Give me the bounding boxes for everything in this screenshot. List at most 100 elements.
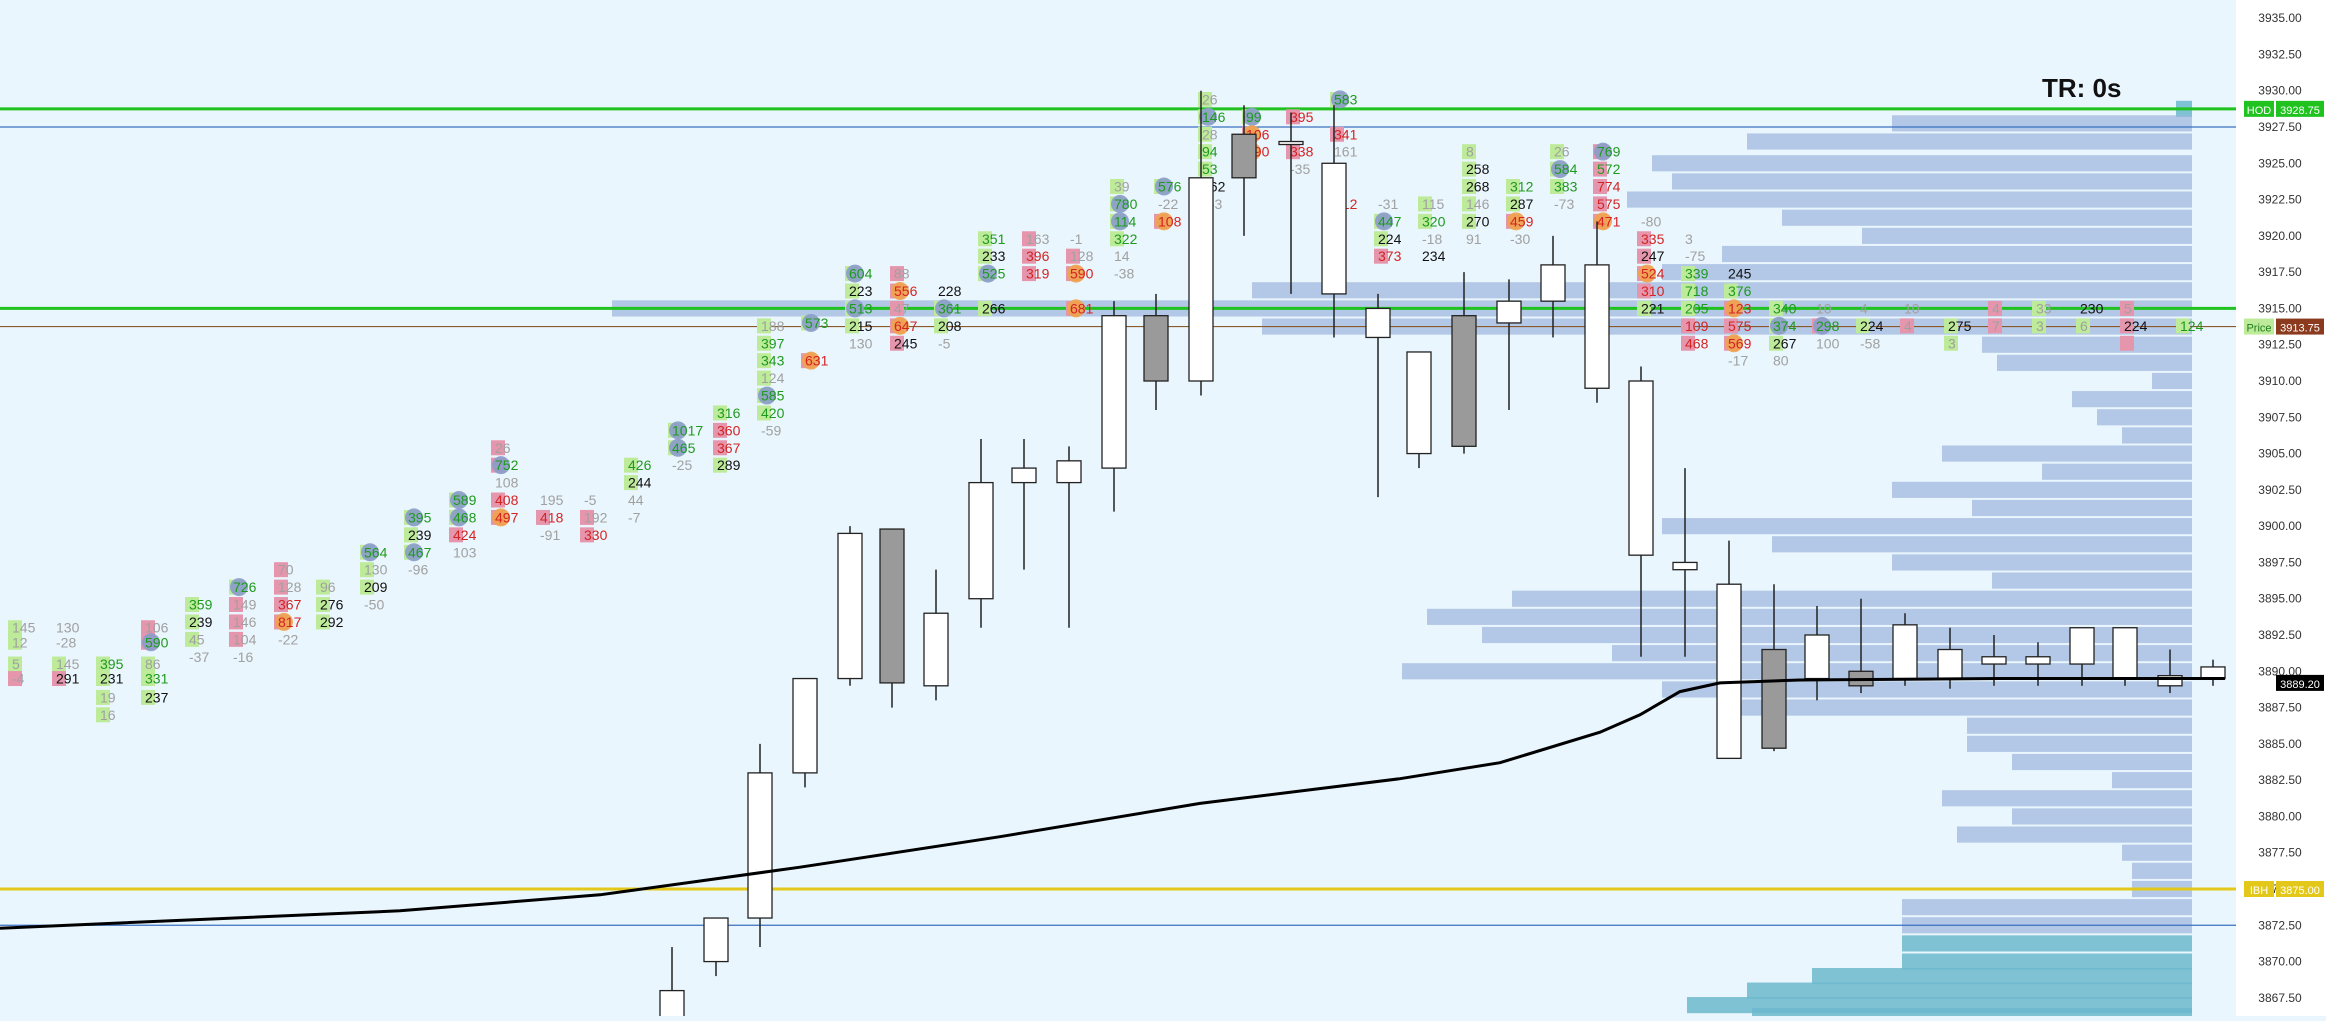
footprint-cell-bar: [229, 597, 243, 613]
candle-body[interactable]: [1056, 460, 1082, 484]
candle[interactable]: [879, 528, 905, 708]
candle-body[interactable]: [1451, 315, 1477, 447]
candle-body[interactable]: [1011, 467, 1037, 484]
price-tick-label: 3907.50: [2258, 410, 2302, 424]
candle-body[interactable]: [659, 989, 685, 1021]
candle[interactable]: [1496, 279, 1522, 411]
candle[interactable]: [1101, 301, 1127, 512]
candle[interactable]: [1628, 366, 1654, 657]
footprint-cell-bar: [2032, 318, 2046, 334]
price-axis[interactable]: 3935.00 3932.50 3930.00 3927.50 3925.00 3922.…: [2236, 0, 2326, 1016]
footprint-cell-value: 359: [189, 597, 213, 613]
candle-body[interactable]: [1937, 648, 1963, 680]
footprint-cell-value: 426: [628, 457, 652, 473]
candle[interactable]: [837, 526, 863, 686]
candle[interactable]: [1892, 613, 1918, 686]
footprint-cell-value: 4: [1860, 300, 1868, 316]
candle[interactable]: [968, 439, 994, 628]
candle[interactable]: [747, 743, 773, 948]
candle-body[interactable]: [1188, 177, 1214, 382]
candle[interactable]: [1761, 584, 1787, 752]
candle-body[interactable]: [2157, 674, 2183, 687]
footprint-cell-bar: [1724, 283, 1738, 299]
candle-body[interactable]: [1628, 380, 1654, 556]
candle[interactable]: [703, 917, 729, 977]
footprint-cell-bar: [1856, 318, 1870, 334]
candle-body[interactable]: [923, 612, 949, 687]
candle-body[interactable]: [1804, 634, 1830, 680]
candle-body[interactable]: [1278, 140, 1304, 146]
footprint-cell-bar: [1637, 248, 1651, 264]
candle[interactable]: [923, 569, 949, 701]
footprint-cell-value: 292: [320, 614, 344, 630]
candle[interactable]: [1406, 351, 1432, 469]
footprint-cell-value: 228: [938, 283, 962, 299]
candle-body[interactable]: [879, 528, 905, 684]
candle[interactable]: [1011, 439, 1037, 570]
candle-body[interactable]: [1981, 656, 2007, 665]
candle-body[interactable]: [1540, 264, 1566, 302]
footprint-cell-value: 3: [2036, 318, 2044, 334]
candle[interactable]: [1143, 293, 1169, 411]
footprint-cell-bar: [1681, 300, 1695, 316]
hod-tag: HOD 3928.75: [2244, 100, 2324, 117]
candle-body[interactable]: [1406, 351, 1432, 455]
imbalance-bubble: [450, 491, 468, 510]
candle[interactable]: [1716, 540, 1742, 760]
candle[interactable]: [1278, 112, 1304, 294]
candle-body[interactable]: [1761, 648, 1787, 749]
candle[interactable]: [792, 677, 818, 788]
price-tick-label: 3912.50: [2258, 338, 2302, 352]
candle-body[interactable]: [1101, 315, 1127, 469]
candles[interactable]: [659, 90, 2226, 1021]
candle-body[interactable]: [1892, 624, 1918, 680]
footprint-cell-bar: [1944, 335, 1958, 351]
volume-profile-bar: [2112, 772, 2192, 789]
candle-body[interactable]: [1143, 315, 1169, 382]
candle[interactable]: [1540, 235, 1566, 338]
candle-body[interactable]: [1716, 583, 1742, 760]
imbalance-bubble: [1507, 212, 1525, 231]
candle[interactable]: [1231, 105, 1257, 236]
candle-body[interactable]: [1584, 264, 1610, 389]
candle[interactable]: [1451, 272, 1477, 454]
candle-body[interactable]: [703, 917, 729, 963]
candle[interactable]: [1584, 221, 1610, 403]
footprint-cell-bar: [1593, 196, 1607, 212]
candle-body[interactable]: [1672, 561, 1698, 571]
candle[interactable]: [2157, 649, 2183, 694]
candle[interactable]: [1188, 90, 1214, 396]
footprint-cell-value: 420: [761, 405, 785, 421]
candle-body[interactable]: [2069, 627, 2095, 665]
volume-profile-bar: [1662, 681, 2192, 698]
footprint-cell-bar: [890, 335, 904, 351]
candle-body[interactable]: [747, 772, 773, 919]
footprint-cell-value: 408: [495, 492, 519, 508]
candle-body[interactable]: [792, 677, 818, 774]
footprint-cell-value: 524: [1641, 266, 1665, 282]
candle-body[interactable]: [1231, 133, 1257, 179]
volume-profile-bar: [1902, 953, 2192, 970]
candle[interactable]: [1365, 293, 1391, 498]
price-tick-label: 3925.00: [2258, 156, 2302, 170]
candle[interactable]: [1672, 468, 1698, 657]
footprint-cell-bar: [2120, 335, 2134, 351]
footprint-cell-bar: [449, 527, 463, 543]
candle[interactable]: [1321, 105, 1347, 338]
candle[interactable]: [2069, 627, 2095, 686]
candle[interactable]: [2112, 627, 2138, 686]
candle-body[interactable]: [2025, 656, 2051, 665]
candle-body[interactable]: [1496, 300, 1522, 324]
candle-body[interactable]: [837, 532, 863, 680]
candle-body[interactable]: [1321, 162, 1347, 295]
candle-body[interactable]: [2112, 627, 2138, 680]
candle-body[interactable]: [1365, 307, 1391, 339]
candle-body[interactable]: [2200, 666, 2226, 680]
candle-body[interactable]: [968, 481, 994, 600]
volume-profile-bar: [2152, 372, 2192, 390]
footprint-cell-bar: [890, 300, 904, 316]
candle[interactable]: [1056, 446, 1082, 628]
footprint-cell-value: 7: [1992, 318, 2000, 334]
